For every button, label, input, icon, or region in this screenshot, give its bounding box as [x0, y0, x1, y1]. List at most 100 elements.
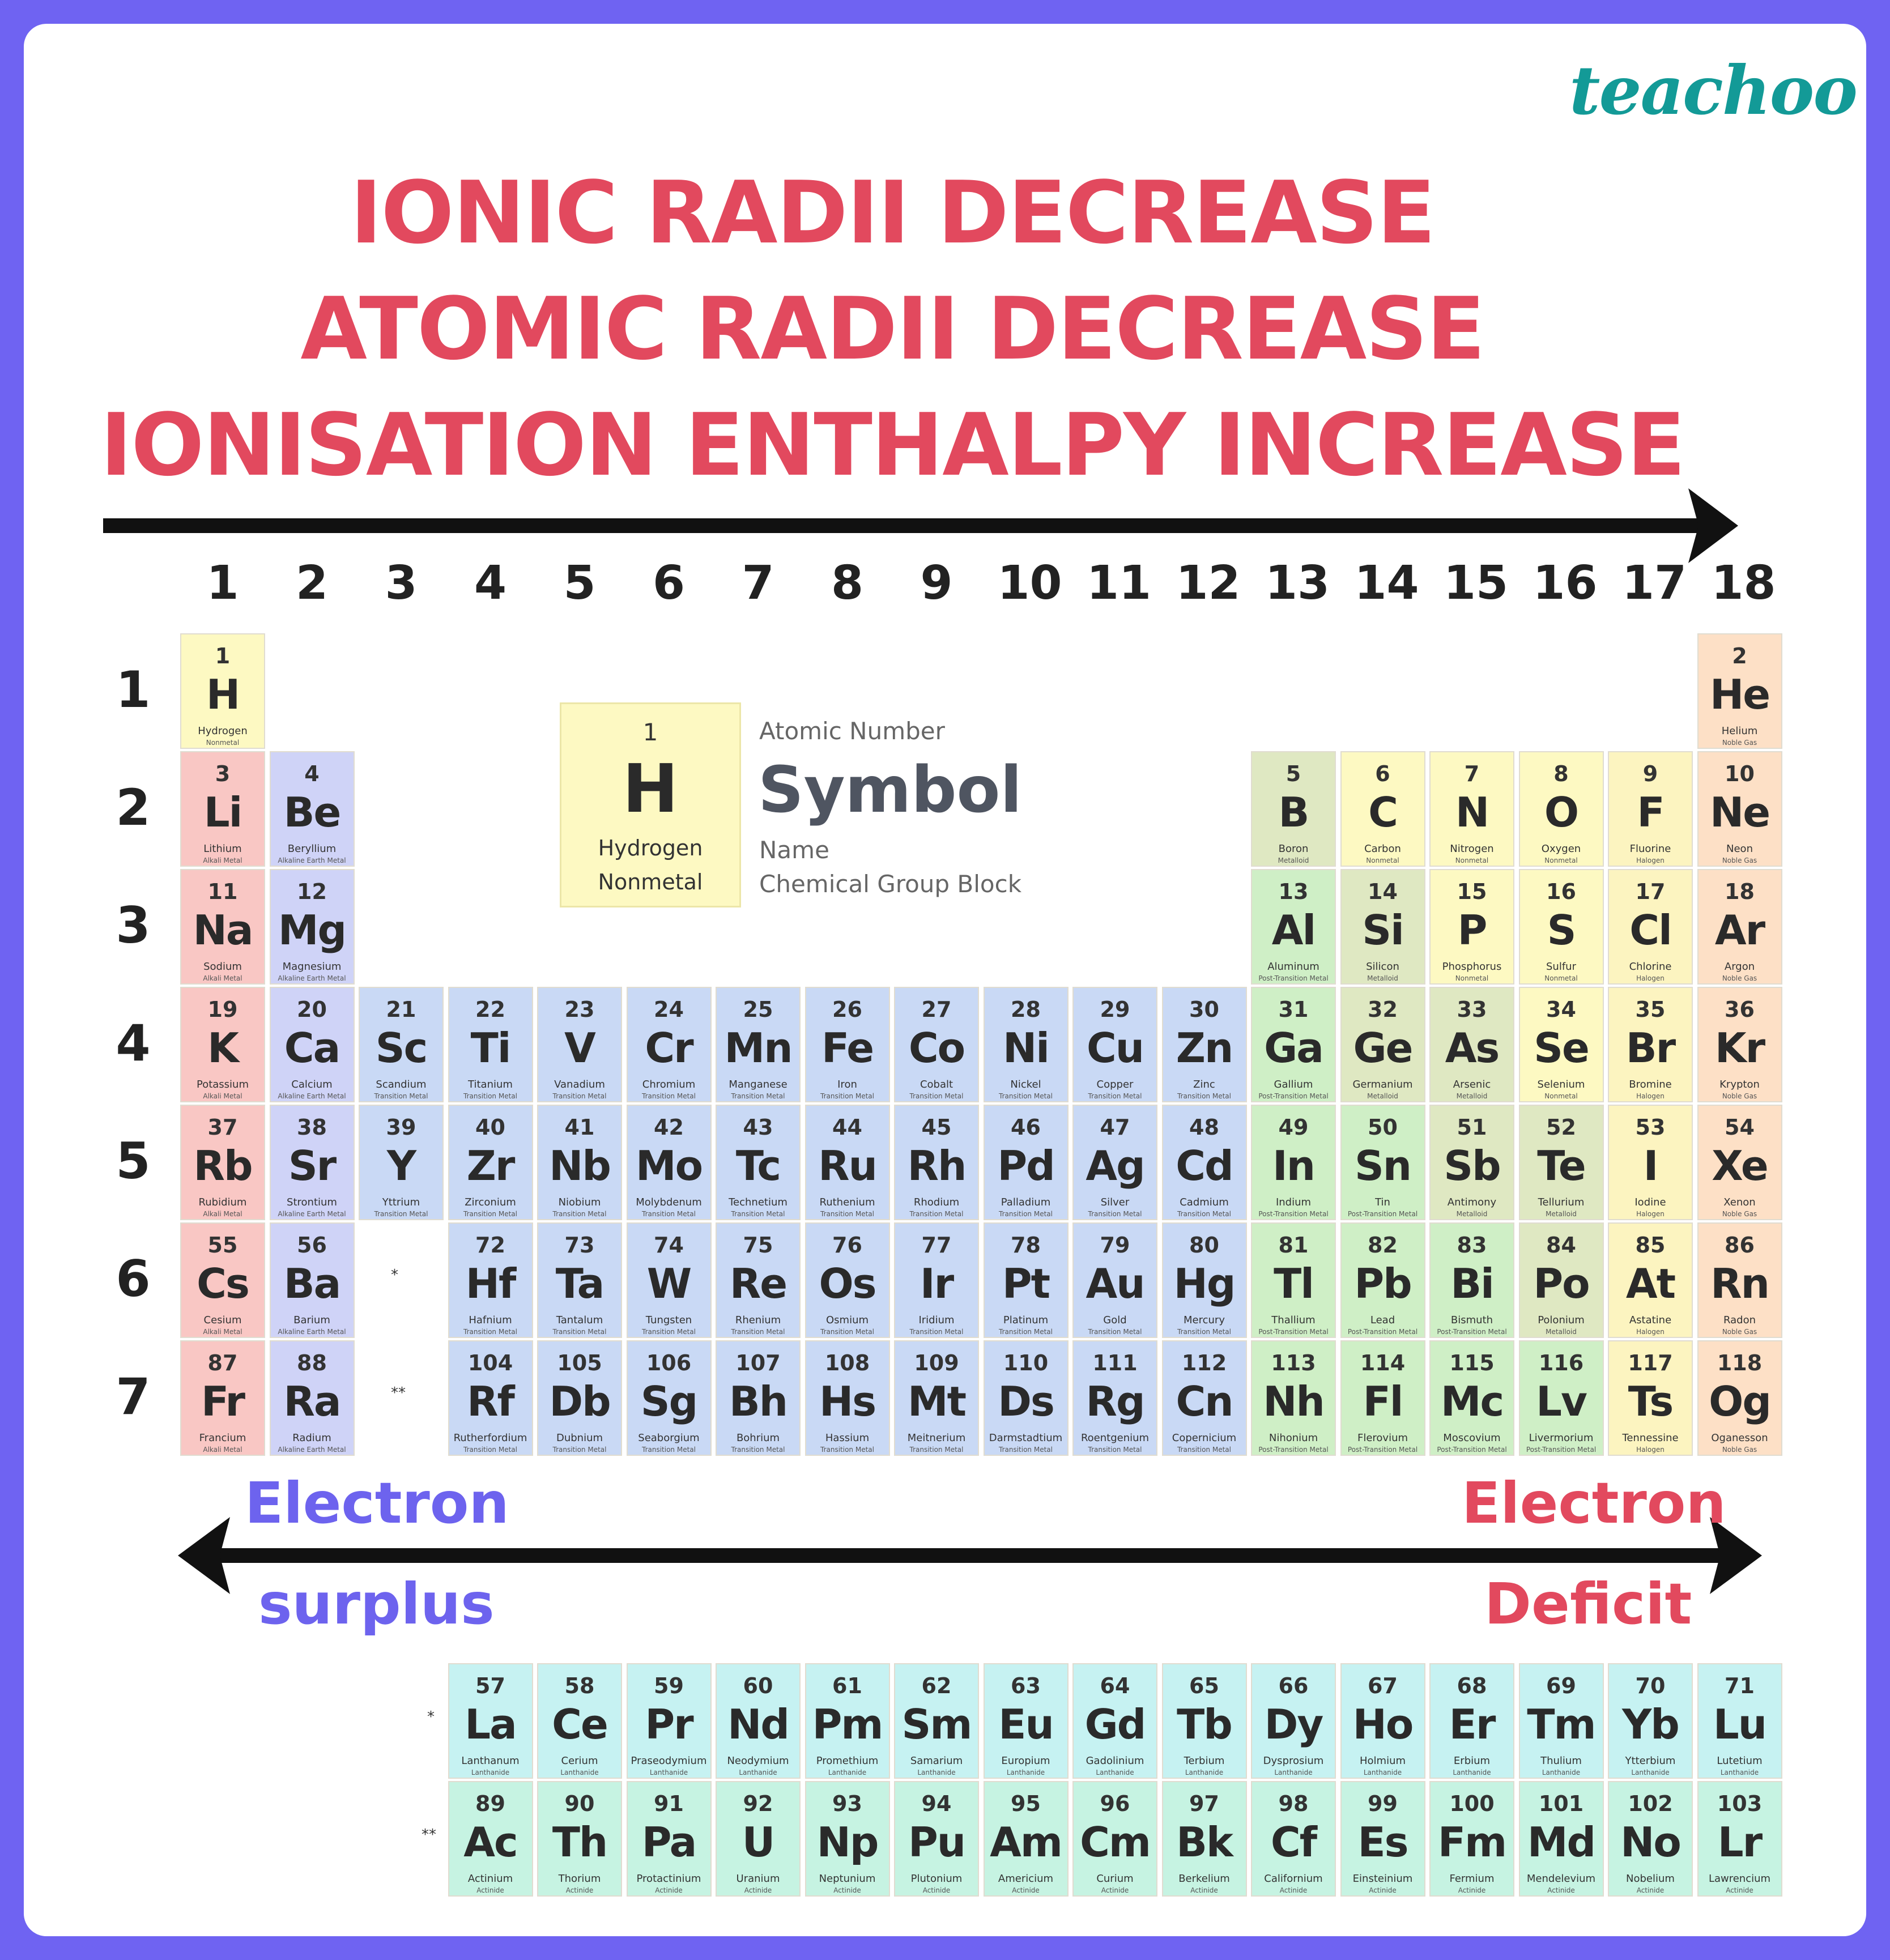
element-category: Alkaline Earth Metal [278, 1092, 346, 1100]
element-category: Transition Metal [731, 1446, 785, 1454]
element-category: Nonmetal [1544, 1092, 1578, 1100]
element-symbol: Cr [645, 1024, 693, 1072]
element-symbol: Pm [812, 1701, 884, 1748]
element-name: Bohrium [736, 1432, 780, 1444]
element-name: Rubidium [198, 1196, 247, 1208]
element-name: Titanium [468, 1079, 513, 1090]
element-category: Noble Gas [1722, 1328, 1757, 1336]
atomic-number: 49 [1278, 1115, 1309, 1140]
element-cell-sm: 62 Sm Samarium Lanthanide [894, 1663, 979, 1779]
element-symbol: Li [203, 789, 243, 836]
element-symbol: Cd [1176, 1142, 1233, 1190]
element-cell-am: 95 Am Americium Actinide [983, 1781, 1069, 1897]
atomic-number: 18 [1725, 879, 1755, 904]
element-category: Transition Metal [1177, 1328, 1231, 1336]
element-name: Barium [293, 1314, 330, 1326]
element-category: Transition Metal [463, 1328, 517, 1336]
element-symbol: Sg [640, 1378, 698, 1425]
atomic-number: 46 [1011, 1115, 1041, 1140]
element-cell-db: 105 Db Dubnium Transition Metal [537, 1340, 622, 1456]
element-name: Einsteinium [1352, 1873, 1413, 1885]
atomic-number: 103 [1717, 1791, 1763, 1816]
element-category: Lanthanide [471, 1769, 510, 1776]
element-name: Bromine [1629, 1079, 1672, 1090]
element-category: Lanthanide [917, 1769, 956, 1776]
element-symbol: P [1457, 906, 1488, 954]
atomic-number: 94 [921, 1791, 952, 1816]
element-name: Xenon [1723, 1196, 1756, 1208]
atomic-number: 65 [1189, 1673, 1219, 1698]
element-cell-fe: 26 Fe Iron Transition Metal [804, 987, 890, 1102]
element-category: Lanthanide [1274, 1769, 1313, 1776]
element-category: Transition Metal [1177, 1446, 1231, 1454]
atomic-number: 95 [1011, 1791, 1041, 1816]
atomic-number: 93 [832, 1791, 862, 1816]
atomic-number: 104 [467, 1350, 513, 1375]
element-symbol: Pr [645, 1701, 693, 1748]
element-symbol: Os [819, 1260, 876, 1307]
group-number-12: 12 [1176, 556, 1241, 610]
atomic-number: 29 [1100, 997, 1130, 1022]
element-name: Seaborgium [638, 1432, 700, 1444]
element-name: Krypton [1719, 1079, 1760, 1090]
atomic-number: 6 [1375, 761, 1390, 786]
element-cell-pa: 91 Pa Protactinium Actinide [626, 1781, 712, 1897]
element-category: Post-Transition Metal [1258, 1446, 1329, 1454]
atomic-number: 53 [1635, 1115, 1666, 1140]
element-category: Transition Metal [999, 1210, 1053, 1218]
element-symbol: Md [1527, 1818, 1596, 1866]
element-symbol: B [1278, 789, 1310, 836]
element-cell-pb: 82 Pb Lead Post-Transition Metal [1340, 1222, 1425, 1338]
element-name: Hydrogen [198, 725, 248, 737]
element-category: Alkaline Earth Metal [278, 1210, 346, 1218]
atomic-number: 16 [1546, 879, 1576, 904]
atomic-number: 59 [654, 1673, 684, 1698]
atomic-number: 9 [1642, 761, 1658, 786]
element-symbol: Lr [1717, 1818, 1763, 1866]
element-name: Niobium [558, 1196, 601, 1208]
atomic-number: 66 [1278, 1673, 1309, 1698]
element-cell-rn: 86 Rn Radon Noble Gas [1697, 1222, 1782, 1338]
atomic-number: 4 [304, 761, 320, 786]
legend-sample-cell: 1 H Hydrogen Nonmetal [560, 702, 741, 907]
group-number-4: 4 [474, 556, 507, 610]
element-symbol: At [1625, 1260, 1676, 1307]
atomic-number: 72 [475, 1233, 505, 1258]
element-name: Nihonium [1268, 1432, 1318, 1444]
atomic-number: 108 [824, 1350, 870, 1375]
element-name: Zinc [1193, 1079, 1215, 1090]
element-cell-ts: 117 Ts Tennessine Halogen [1608, 1340, 1693, 1456]
element-category: Transition Metal [552, 1328, 607, 1336]
element-category: Alkali Metal [203, 1210, 242, 1218]
element-cell-c: 6 C Carbon Nonmetal [1340, 751, 1425, 867]
element-cell-og: 118 Og Oganesson Noble Gas [1697, 1340, 1782, 1456]
element-cell-tc: 43 Tc Technetium Transition Metal [716, 1105, 801, 1220]
element-name: Thallium [1271, 1314, 1316, 1326]
element-cell-f: 9 F Fluorine Halogen [1608, 751, 1693, 867]
element-name: Calcium [291, 1079, 333, 1090]
element-symbol: Tm [1527, 1701, 1596, 1748]
element-cell-no: 102 No Nobelium Actinide [1608, 1781, 1693, 1897]
element-name: Oxygen [1541, 843, 1581, 855]
element-cell-ar: 18 Ar Argon Noble Gas [1697, 869, 1782, 985]
element-cell-ra: 88 Ra Radium Alkaline Earth Metal [269, 1340, 355, 1456]
element-cell-y: 39 Y Yttrium Transition Metal [359, 1105, 444, 1220]
element-name: Helium [1721, 725, 1758, 737]
element-cell-te: 52 Te Tellurium Metalloid [1518, 1105, 1604, 1220]
group-number-14: 14 [1354, 556, 1419, 610]
element-cell-xe: 54 Xe Xenon Noble Gas [1697, 1105, 1782, 1220]
element-category: Transition Metal [463, 1092, 517, 1100]
period-number-5: 5 [116, 1132, 151, 1190]
element-category: Nonmetal [1366, 857, 1399, 864]
element-category: Noble Gas [1722, 857, 1757, 864]
element-cell-na: 11 Na Sodium Alkali Metal [180, 869, 265, 985]
element-symbol: Rf [467, 1378, 515, 1425]
element-category: Lanthanide [1720, 1769, 1759, 1776]
element-name: Uranium [736, 1873, 780, 1885]
element-symbol: Ar [1714, 906, 1765, 954]
element-symbol: Dy [1264, 1701, 1324, 1748]
element-category: Alkaline Earth Metal [278, 1328, 346, 1336]
element-category: Halogen [1636, 1210, 1665, 1218]
element-name: Fluorine [1629, 843, 1671, 855]
element-category: Halogen [1636, 857, 1665, 864]
